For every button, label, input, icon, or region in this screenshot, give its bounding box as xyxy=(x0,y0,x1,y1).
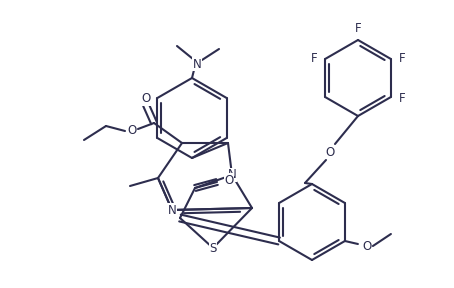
Text: O: O xyxy=(128,124,137,137)
Text: O: O xyxy=(326,145,335,158)
Text: F: F xyxy=(355,22,361,35)
Text: O: O xyxy=(141,92,151,105)
Text: N: N xyxy=(168,204,176,217)
Text: N: N xyxy=(192,58,202,71)
Text: O: O xyxy=(362,240,371,253)
Text: O: O xyxy=(224,173,234,187)
Text: F: F xyxy=(311,52,317,65)
Text: S: S xyxy=(209,242,217,255)
Text: F: F xyxy=(399,92,405,105)
Text: F: F xyxy=(399,52,405,65)
Text: N: N xyxy=(227,168,237,181)
